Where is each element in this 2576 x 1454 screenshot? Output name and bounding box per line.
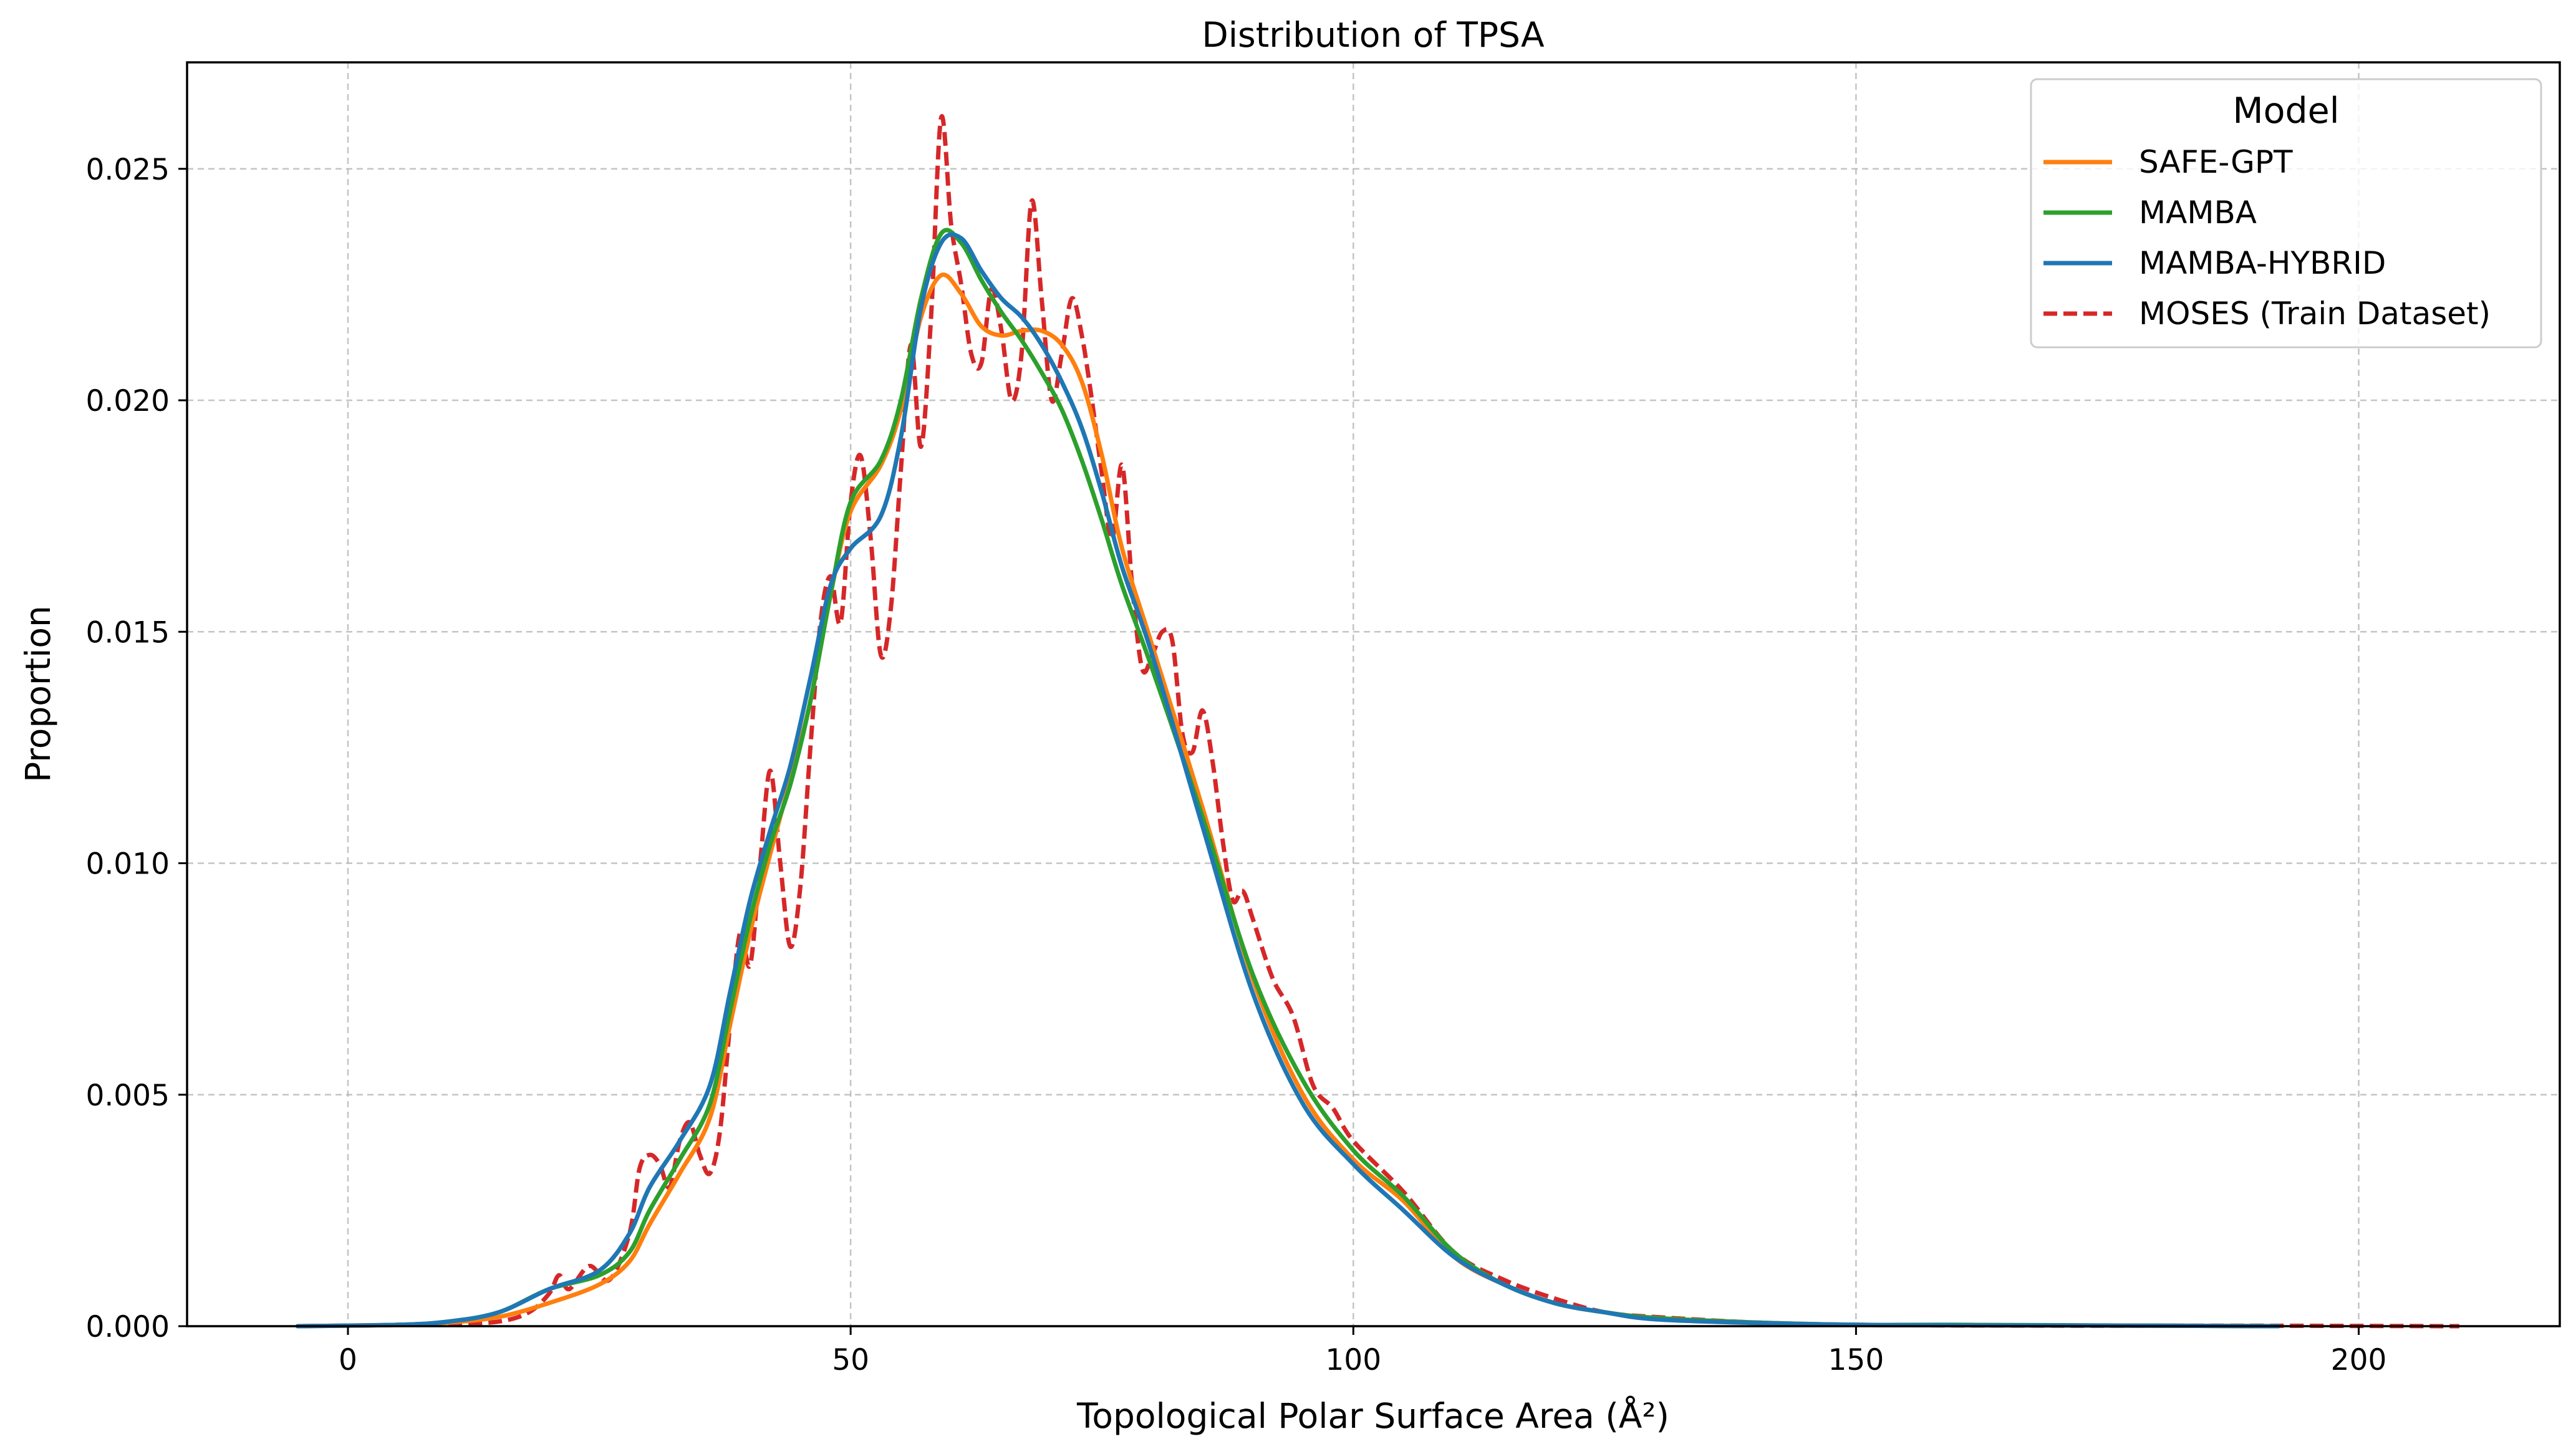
series-line-mamba-hybrid xyxy=(295,232,2281,1329)
x-tick-label: 50 xyxy=(832,1343,869,1377)
legend: Model SAFE-GPT MAMBA MAMBA-HYBRID MOSES (Tr… xyxy=(2030,78,2542,349)
x-axis-ticks: 0 50 100 150 200 xyxy=(339,1326,2386,1377)
legend-items: SAFE-GPT MAMBA MAMBA-HYBRID MOSES (Train Da… xyxy=(2043,144,2491,332)
legend-item-mamba: MAMBA xyxy=(2043,195,2257,231)
legend-box xyxy=(2030,78,2542,349)
y-tick-label: 0.020 xyxy=(85,384,170,418)
plot-frame xyxy=(186,61,2561,1327)
legend-label: SAFE-GPT xyxy=(2139,144,2293,180)
x-tick-label: 200 xyxy=(2331,1343,2387,1377)
y-axis-label: Proportion xyxy=(18,605,58,782)
legend-label: MOSES (Train Dataset) xyxy=(2139,296,2491,332)
legend-label: MAMBA xyxy=(2139,195,2257,231)
y-tick-label: 0.005 xyxy=(85,1079,170,1113)
y-tick-label: 0.000 xyxy=(85,1310,170,1344)
legend-item-moses-train-dataset: MOSES (Train Dataset) xyxy=(2043,296,2491,332)
x-tick-label: 0 xyxy=(339,1343,357,1377)
y-tick-label: 0.025 xyxy=(85,153,170,187)
legend-title: Model xyxy=(2232,90,2339,132)
y-tick-label: 0.010 xyxy=(85,847,170,882)
x-tick-label: 100 xyxy=(1325,1343,1381,1377)
y-tick-label: 0.015 xyxy=(85,615,170,650)
legend-item-mamba-hybrid: MAMBA-HYBRID xyxy=(2043,245,2386,281)
chart-title: Distribution of TPSA xyxy=(1202,15,1545,55)
series-line-moses-train-dataset xyxy=(448,113,2459,1329)
y-axis-ticks: 0.000 0.005 0.010 0.015 0.020 0.025 xyxy=(85,153,187,1344)
legend-item-safe-gpt: SAFE-GPT xyxy=(2043,144,2293,180)
x-tick-label: 150 xyxy=(1828,1343,1884,1377)
x-axis-label: Topological Polar Surface Area (Å²) xyxy=(1076,1395,1669,1436)
legend-label: MAMBA-HYBRID xyxy=(2139,245,2386,281)
series-lines xyxy=(295,113,2459,1329)
